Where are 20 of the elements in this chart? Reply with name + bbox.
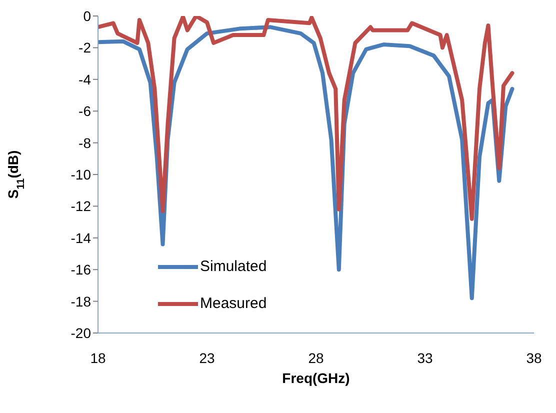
y-tick-label: -16	[70, 262, 92, 278]
line-series	[98, 16, 514, 221]
x-tick-label: 33	[417, 350, 433, 366]
y-tick-label: -2	[78, 40, 92, 56]
x-tick-label: 28	[308, 350, 324, 366]
x-axis-title: Freq(GHz)	[282, 370, 350, 386]
x-tick-label: 23	[199, 350, 215, 366]
y-tick-label: -10	[70, 166, 92, 182]
y-tick-label: 0	[83, 8, 92, 24]
y-tick-label: -4	[78, 71, 92, 88]
legend-label: Measured	[200, 295, 267, 312]
y-tick-label: -14	[70, 230, 92, 246]
x-tick-label: 38	[526, 350, 542, 366]
x-tick-label: 18	[90, 350, 106, 366]
y-tick-label: -8	[78, 134, 92, 151]
legend-label: Simulated	[200, 258, 267, 275]
y-tick-label: -18	[70, 293, 92, 310]
y-tick-label: -12	[70, 198, 92, 214]
y-tick-label: -6	[78, 103, 92, 120]
y-tick-label: -20	[70, 324, 92, 341]
